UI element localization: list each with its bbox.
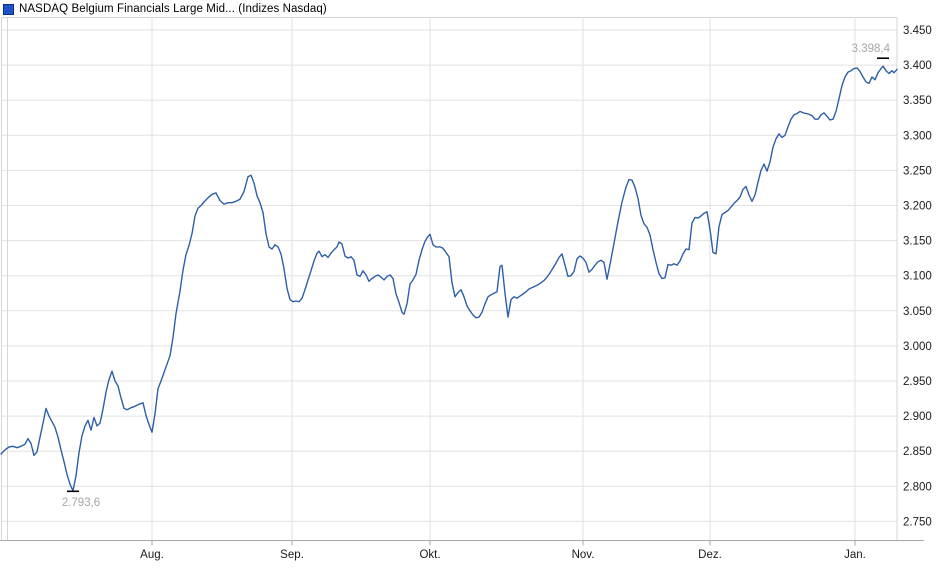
y-tick-label: 3.300: [903, 130, 932, 142]
price-line: [0, 65, 898, 492]
y-tick-label: 2.750: [903, 516, 932, 528]
y-tick-label: 3.450: [903, 25, 932, 37]
y-tick-label: 3.100: [903, 271, 932, 283]
y-tick-label: 2.950: [903, 376, 932, 388]
x-tick-label: Dez.: [698, 549, 722, 561]
x-tick-label: Sep.: [280, 549, 304, 561]
y-tick-label: 3.200: [903, 201, 932, 213]
chart-title: NASDAQ Belgium Financials Large Mid... (…: [19, 3, 327, 15]
y-tick-label: 3.350: [903, 95, 932, 107]
x-tick-label: Nov.: [572, 549, 595, 561]
period-high-label: 3.398,4: [852, 43, 891, 55]
x-tick-label: Okt.: [419, 549, 440, 561]
chart-header: NASDAQ Belgium Financials Large Mid... (…: [3, 2, 327, 16]
y-tick-label: 3.250: [903, 165, 932, 177]
y-tick-label: 2.850: [903, 446, 932, 458]
y-tick-label: 2.800: [903, 481, 932, 493]
x-tick-label: Aug.: [140, 549, 164, 561]
x-tick-label: Jan.: [844, 549, 866, 561]
y-tick-label: 2.900: [903, 411, 932, 423]
y-tick-label: 3.400: [903, 60, 932, 72]
y-tick-label: 3.000: [903, 341, 932, 353]
series-color-marker-icon: [3, 3, 14, 15]
period-low-label: 2.793,6: [62, 497, 100, 509]
y-tick-label: 3.150: [903, 236, 932, 248]
y-tick-label: 3.050: [903, 306, 932, 318]
